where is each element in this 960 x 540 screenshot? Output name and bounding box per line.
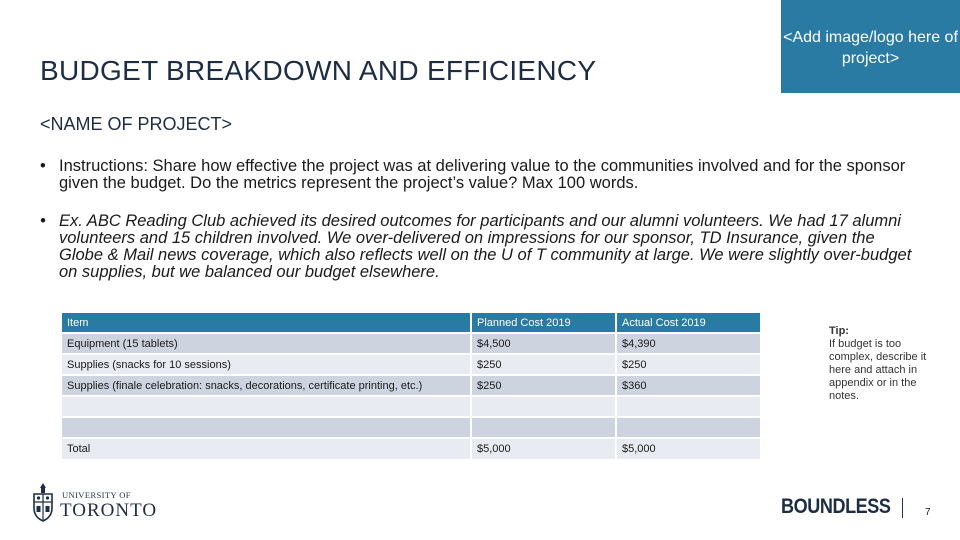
cell-actual — [615, 416, 762, 439]
page-number: 7 — [925, 507, 931, 518]
cell-actual — [615, 395, 762, 418]
cell-planned: $250 — [470, 374, 617, 397]
cell-item: Equipment (15 tablets) — [60, 332, 472, 355]
header-actual-cost: Actual Cost 2019 — [615, 311, 762, 334]
tip-title: Tip: — [829, 325, 849, 337]
cell-item: Supplies (snacks for 10 sessions) — [60, 353, 472, 376]
tip-note: Tip: If budget is too complex, describe … — [829, 325, 934, 403]
cell-actual: $4,390 — [615, 332, 762, 355]
table-row: Equipment (15 tablets) $4,500 $4,390 — [60, 332, 762, 355]
cell-planned — [470, 395, 617, 418]
footer-divider — [902, 498, 903, 518]
bullet-list: Instructions: Share how effective the pr… — [40, 158, 920, 281]
toronto-label: TORONTO — [60, 500, 158, 521]
cell-item — [60, 416, 472, 439]
crest-icon — [33, 483, 53, 522]
table-header-row: Item Planned Cost 2019 Actual Cost 2019 — [60, 311, 762, 334]
cell-actual: $5,000 — [615, 437, 762, 461]
cell-actual: $250 — [615, 353, 762, 376]
tip-text: If budget is too complex, describe it he… — [829, 338, 927, 402]
cell-planned: $4,500 — [470, 332, 617, 355]
boundless-logo: BOUNDLESS — [781, 495, 891, 518]
cell-planned: $5,000 — [470, 437, 617, 461]
cell-planned — [470, 416, 617, 439]
table-total-row: Total $5,000 $5,000 — [60, 437, 762, 461]
table-row: Supplies (snacks for 10 sessions) $250 $… — [60, 353, 762, 376]
cell-item: Total — [60, 437, 472, 461]
header-planned-cost: Planned Cost 2019 — [470, 311, 617, 334]
cell-item — [60, 395, 472, 418]
slide-title: BUDGET BREAKDOWN AND EFFICIENCY — [40, 55, 597, 86]
cell-actual: $360 — [615, 374, 762, 397]
table-row: Supplies (finale celebration: snacks, de… — [60, 374, 762, 397]
budget-table: Item Planned Cost 2019 Actual Cost 2019 … — [60, 311, 762, 461]
university-of-label: UNIVERSITY OF — [62, 490, 131, 500]
cell-item: Supplies (finale celebration: snacks, de… — [60, 374, 472, 397]
table-row — [60, 395, 762, 418]
example-bullet: Ex. ABC Reading Club achieved its desire… — [40, 213, 920, 281]
table-row — [60, 416, 762, 439]
university-logo: UNIVERSITY OF TORONTO — [32, 482, 157, 522]
project-name: <NAME OF PROJECT> — [40, 114, 233, 134]
logo-placeholder: <Add image/logo here of project> — [781, 0, 960, 93]
logo-placeholder-text: <Add image/logo here of project> — [783, 29, 958, 67]
instructions-bullet: Instructions: Share how effective the pr… — [40, 158, 920, 192]
header-item: Item — [60, 311, 472, 334]
cell-planned: $250 — [470, 353, 617, 376]
